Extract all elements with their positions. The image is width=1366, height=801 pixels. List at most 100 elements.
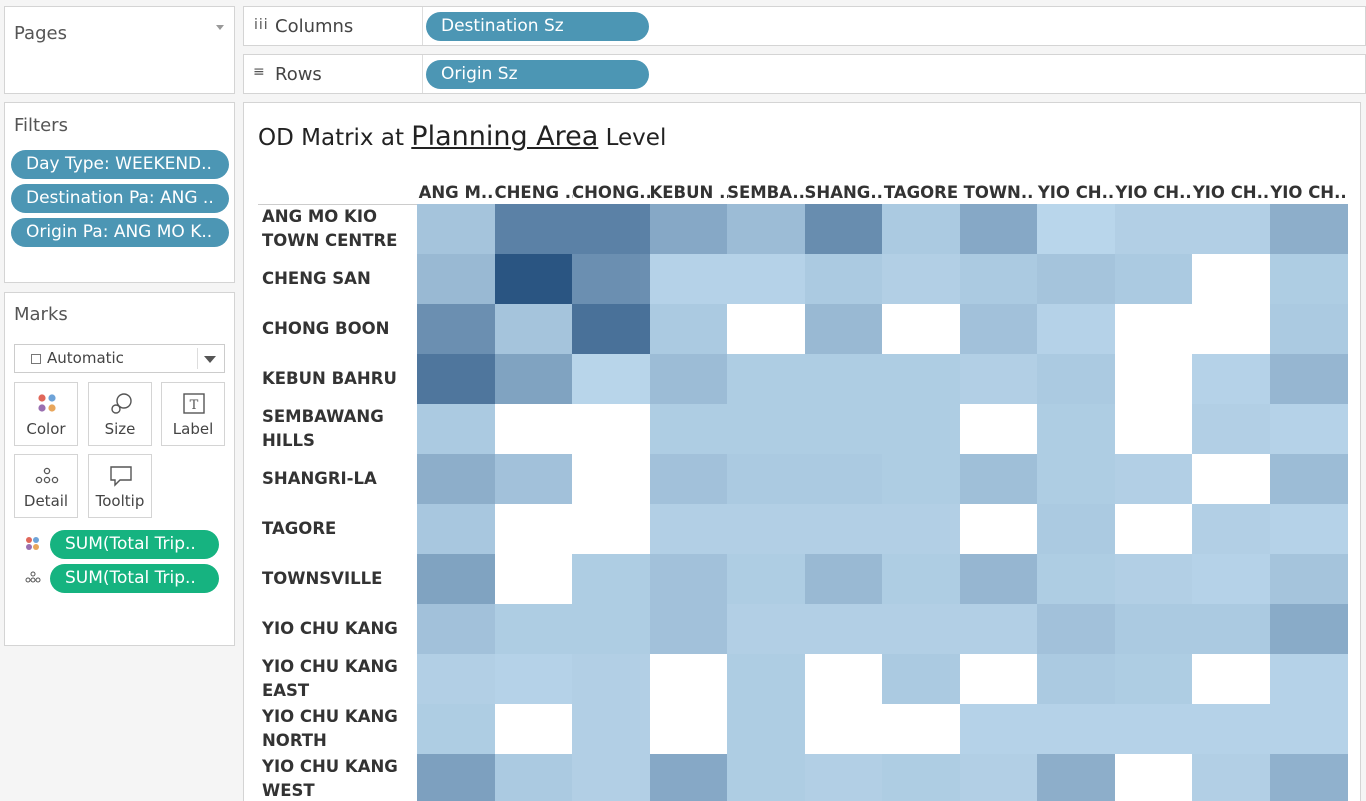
label-button[interactable]: T Label (161, 382, 225, 446)
heatmap-cell[interactable] (1114, 354, 1193, 404)
heatmap-cell[interactable] (727, 654, 805, 704)
heatmap-cell[interactable] (727, 454, 805, 504)
heatmap-cell[interactable] (1114, 604, 1193, 654)
filter-day-type[interactable]: Day Type: WEEKEND.. (11, 150, 229, 179)
heatmap-cell[interactable] (1037, 504, 1115, 554)
heatmap-cell[interactable] (959, 354, 1038, 404)
heatmap-cell[interactable] (882, 204, 960, 254)
heatmap-cell[interactable] (959, 404, 1038, 454)
heatmap-cell[interactable] (494, 504, 573, 554)
heatmap-cell[interactable] (882, 654, 960, 704)
heatmap-cell[interactable] (959, 704, 1038, 754)
heatmap-cell[interactable] (649, 704, 728, 754)
heatmap-cell[interactable] (494, 754, 573, 801)
heatmap-cell[interactable] (1114, 754, 1193, 801)
heatmap-cell[interactable] (804, 604, 883, 654)
heatmap-cell[interactable] (572, 254, 650, 304)
heatmap-cell[interactable] (1114, 304, 1193, 354)
heatmap-cell[interactable] (1037, 254, 1115, 304)
heatmap-cell[interactable] (417, 254, 495, 304)
heatmap-cell[interactable] (1192, 654, 1270, 704)
heatmap-cell[interactable] (1037, 404, 1115, 454)
heatmap-cell[interactable] (649, 254, 728, 304)
heatmap-cell[interactable] (882, 604, 960, 654)
heatmap-cell[interactable] (417, 354, 495, 404)
heatmap-cell[interactable] (572, 404, 650, 454)
heatmap-cell[interactable] (882, 704, 960, 754)
heatmap-cell[interactable] (1114, 704, 1193, 754)
heatmap-cell[interactable] (417, 204, 495, 254)
heatmap-cell[interactable] (882, 254, 960, 304)
heatmap-cell[interactable] (1192, 304, 1270, 354)
viz-title-link[interactable]: Planning Area (411, 121, 599, 152)
heatmap-cell[interactable] (1037, 304, 1115, 354)
heatmap-cell[interactable] (494, 304, 573, 354)
filter-destination-pa[interactable]: Destination Pa: ANG .. (11, 184, 229, 213)
heatmap-cell[interactable] (1037, 754, 1115, 801)
heatmap-cell[interactable] (1192, 404, 1270, 454)
heatmap-cell[interactable] (1114, 454, 1193, 504)
heatmap-cell[interactable] (1269, 754, 1348, 801)
heatmap-cell[interactable] (417, 754, 495, 801)
heatmap-cell[interactable] (804, 654, 883, 704)
heatmap-cell[interactable] (572, 654, 650, 704)
heatmap-cell[interactable] (1269, 504, 1348, 554)
color-button[interactable]: Color (14, 382, 78, 446)
heatmap-cell[interactable] (727, 604, 805, 654)
heatmap-cell[interactable] (804, 304, 883, 354)
heatmap-cell[interactable] (417, 654, 495, 704)
heatmap-cell[interactable] (417, 704, 495, 754)
heatmap-cell[interactable] (727, 504, 805, 554)
rows-pill[interactable]: Origin Sz (426, 60, 649, 89)
heatmap-cell[interactable] (804, 704, 883, 754)
detail-button[interactable]: Detail (14, 454, 78, 518)
heatmap-cell[interactable] (804, 504, 883, 554)
heatmap-cell[interactable] (727, 554, 805, 604)
heatmap-cell[interactable] (417, 554, 495, 604)
heatmap-cell[interactable] (1114, 654, 1193, 704)
heatmap-cell[interactable] (804, 754, 883, 801)
heatmap-cell[interactable] (1192, 604, 1270, 654)
heatmap-cell[interactable] (1114, 254, 1193, 304)
heatmap-cell[interactable] (649, 354, 728, 404)
heatmap-cell[interactable] (572, 604, 650, 654)
heatmap-cell[interactable] (882, 454, 960, 504)
heatmap-cell[interactable] (649, 604, 728, 654)
heatmap-cell[interactable] (1192, 204, 1270, 254)
heatmap-cell[interactable] (572, 504, 650, 554)
heatmap-cell[interactable] (1037, 704, 1115, 754)
heatmap-cell[interactable] (959, 304, 1038, 354)
heatmap-cell[interactable] (1114, 554, 1193, 604)
heatmap-cell[interactable] (417, 454, 495, 504)
detail-pill[interactable]: SUM(Total Trip.. (50, 564, 219, 593)
heatmap-cell[interactable] (494, 554, 573, 604)
size-button[interactable]: Size (88, 382, 152, 446)
heatmap-cell[interactable] (1192, 754, 1270, 801)
heatmap-cell[interactable] (1269, 704, 1348, 754)
heatmap-cell[interactable] (727, 204, 805, 254)
heatmap-cell[interactable] (959, 654, 1038, 704)
heatmap-cell[interactable] (1269, 354, 1348, 404)
heatmap-cell[interactable] (804, 354, 883, 404)
heatmap-cell[interactable] (494, 654, 573, 704)
heatmap-cell[interactable] (572, 704, 650, 754)
heatmap-cell[interactable] (417, 404, 495, 454)
heatmap-cell[interactable] (572, 454, 650, 504)
heatmap-cell[interactable] (494, 454, 573, 504)
heatmap-cell[interactable] (1037, 204, 1115, 254)
heatmap-cell[interactable] (1114, 504, 1193, 554)
heatmap-cell[interactable] (804, 254, 883, 304)
heatmap-cell[interactable] (727, 404, 805, 454)
heatmap-cell[interactable] (727, 704, 805, 754)
tooltip-button[interactable]: Tooltip (88, 454, 152, 518)
heatmap-cell[interactable] (649, 404, 728, 454)
heatmap-cell[interactable] (882, 504, 960, 554)
heatmap-cell[interactable] (1037, 354, 1115, 404)
color-pill[interactable]: SUM(Total Trip.. (50, 530, 219, 559)
heatmap-cell[interactable] (959, 604, 1038, 654)
heatmap-cell[interactable] (1269, 454, 1348, 504)
heatmap-cell[interactable] (882, 554, 960, 604)
heatmap-cell[interactable] (1269, 404, 1348, 454)
heatmap-cell[interactable] (959, 204, 1038, 254)
heatmap-cell[interactable] (804, 454, 883, 504)
